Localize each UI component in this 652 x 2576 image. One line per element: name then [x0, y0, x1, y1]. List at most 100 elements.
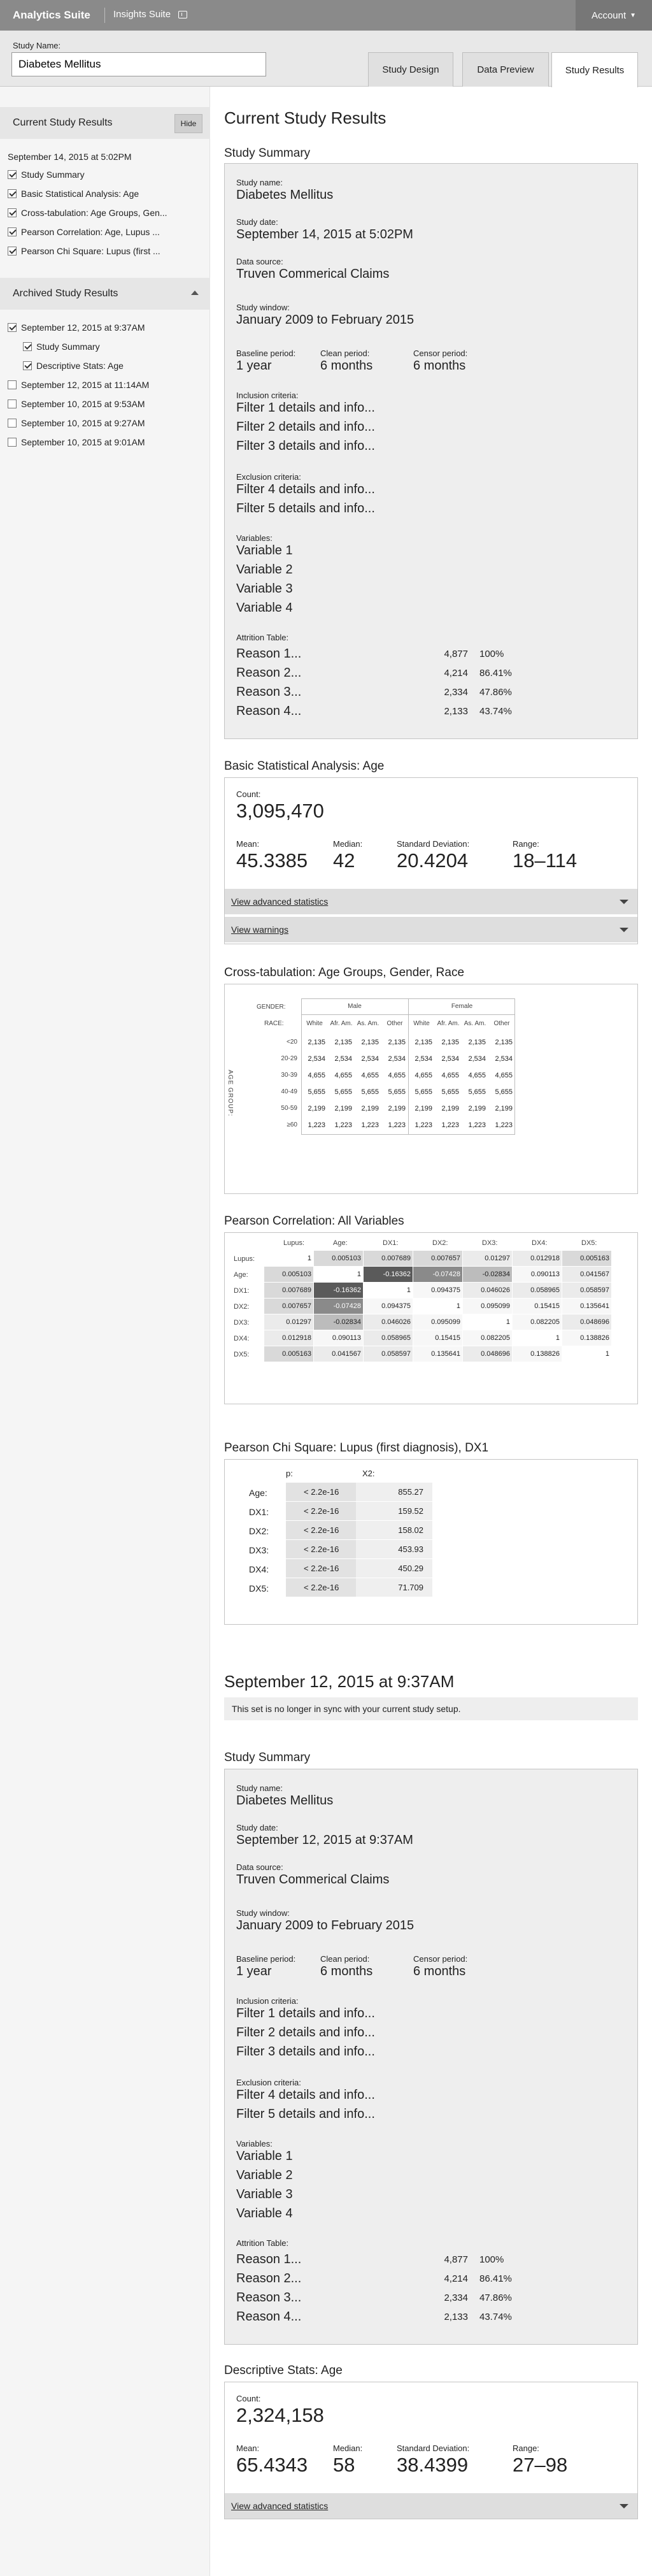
race-header: Other: [493, 1020, 510, 1027]
stat-label: Standard Deviation:: [397, 839, 470, 849]
matrix-cell: 0.15415: [413, 1330, 463, 1346]
sidebar-item[interactable]: Study Summary: [8, 169, 85, 180]
checkbox[interactable]: [8, 399, 17, 408]
checkbox[interactable]: [23, 361, 32, 370]
matrix-cell: 1: [562, 1346, 612, 1362]
stat-label: Mean:: [236, 839, 260, 849]
crosstab-cell: 5,655: [388, 1088, 406, 1096]
matrix-cell: 0.082205: [463, 1330, 513, 1346]
matrix-cell: -0.07428: [314, 1299, 364, 1314]
attrition-percent: 86.41%: [479, 668, 512, 679]
sidebar-item[interactable]: Pearson Chi Square: Lupus (first ...: [8, 246, 160, 256]
divider: [104, 8, 105, 23]
page-title: Current Study Results: [224, 108, 386, 127]
crosstab-cell: 2,534: [308, 1055, 325, 1063]
checkbox[interactable]: [8, 380, 17, 389]
sidebar-item-label: Study Summary: [36, 342, 100, 352]
p-value: < 2.2e-16: [286, 1502, 356, 1521]
sidebar-item[interactable]: September 10, 2015 at 9:53AM: [8, 399, 145, 409]
field-label: Data source:: [236, 257, 283, 266]
mean-value: 45.3385: [236, 849, 308, 872]
tab-study-design[interactable]: Study Design: [368, 52, 453, 87]
crosstab-cell: 4,655: [334, 1072, 352, 1079]
field-label: Data source:: [236, 1862, 283, 1872]
attrition-reason: Reason 4...: [236, 2310, 302, 2324]
suite-switch-icon[interactable]: [178, 11, 187, 18]
matrix-cell: 0.041567: [314, 1346, 364, 1362]
matrix-col-label: DX5:: [581, 1239, 597, 1247]
stat-label: Range:: [513, 839, 539, 849]
column-header: p:: [286, 1469, 293, 1478]
sd-value: 38.4399: [397, 2454, 469, 2476]
sidebar-item[interactable]: Cross-tabulation: Age Groups, Gen...: [8, 208, 167, 218]
filter-item: Filter 3 details and info...: [236, 439, 375, 453]
toggle-label[interactable]: View advanced statistics: [231, 896, 329, 907]
warnings-toggle[interactable]: View warnings: [225, 917, 637, 942]
top-bar: Analytics Suite Insights Suite Account ▼: [0, 0, 652, 31]
hide-button[interactable]: Hide: [174, 114, 202, 133]
matrix-cell: -0.16362: [314, 1283, 364, 1299]
account-menu[interactable]: Account ▼: [576, 0, 652, 31]
tab-study-results[interactable]: Study Results: [551, 52, 638, 87]
chevron-up-icon[interactable]: [191, 291, 199, 295]
checkbox[interactable]: [8, 323, 17, 332]
checkbox[interactable]: [8, 208, 17, 217]
checkbox[interactable]: [23, 342, 32, 351]
race-header: Other: [386, 1020, 403, 1027]
stat-label: Count:: [236, 789, 261, 799]
tab-data-preview[interactable]: Data Preview: [462, 52, 549, 87]
study-name-input[interactable]: [11, 52, 266, 76]
checkbox[interactable]: [8, 189, 17, 198]
x2-value: 158.02: [356, 1521, 432, 1540]
crosstab-cell: 2,135: [468, 1039, 486, 1046]
sidebar-item[interactable]: September 10, 2015 at 9:01AM: [8, 437, 145, 447]
checkbox[interactable]: [8, 227, 17, 236]
toggle-label[interactable]: View warnings: [231, 925, 289, 935]
sidebar-item-label: Cross-tabulation: Age Groups, Gen...: [21, 208, 167, 218]
sidebar-item[interactable]: September 10, 2015 at 9:27AM: [8, 418, 145, 428]
stat-label: Standard Deviation:: [397, 2443, 470, 2453]
crosstab-cell: 2,135: [495, 1039, 513, 1046]
matrix-col-label: DX4:: [532, 1239, 548, 1247]
count-value: 3,095,470: [236, 800, 324, 822]
matrix-cell: 1: [513, 1330, 562, 1346]
checkbox[interactable]: [8, 247, 17, 255]
toggle-label[interactable]: View advanced statistics: [231, 2501, 329, 2511]
attrition-count: 2,334: [444, 2292, 468, 2303]
descriptive-stats-card: Count: 2,324,158 Mean: 65.4343 Median: 5…: [224, 2382, 638, 2519]
sidebar-item-label: Descriptive Stats: Age: [36, 361, 124, 371]
sidebar-subitem[interactable]: Descriptive Stats: Age: [23, 361, 124, 371]
section-title: Study Summary: [224, 147, 311, 160]
advanced-stats-toggle[interactable]: View advanced statistics: [225, 2493, 637, 2519]
crosstab-cell: 4,655: [468, 1072, 486, 1079]
sidebar-item-label: September 10, 2015 at 9:27AM: [21, 418, 145, 428]
sidebar-item[interactable]: Basic Statistical Analysis: Age: [8, 189, 139, 199]
field-label: Exclusion criteria:: [236, 2078, 301, 2087]
crosstab-cell: 2,199: [415, 1105, 432, 1112]
sidebar-item[interactable]: September 12, 2015 at 9:37AM: [8, 322, 145, 333]
sidebar-item[interactable]: Pearson Correlation: Age, Lupus ...: [8, 227, 160, 237]
variable-item: Variable 3: [236, 582, 293, 596]
field-value: 1 year: [236, 1964, 272, 1978]
app-brand[interactable]: Analytics Suite: [13, 9, 90, 21]
x2-value: 71.709: [356, 1578, 432, 1597]
crosstab-cell: 5,655: [495, 1088, 513, 1096]
sidebar-subitem[interactable]: Study Summary: [23, 342, 100, 352]
advanced-stats-toggle[interactable]: View advanced statistics: [225, 889, 637, 914]
field-value: 6 months: [413, 1964, 466, 1978]
archived-results-header[interactable]: Archived Study Results: [0, 278, 210, 310]
crosstab-cell: 4,655: [441, 1072, 459, 1079]
current-results-header: Current Study Results Hide: [0, 107, 210, 139]
sidebar-item-label: Pearson Chi Square: Lupus (first ...: [21, 246, 160, 256]
checkbox[interactable]: [8, 438, 17, 447]
section-title: Descriptive Stats: Age: [224, 2364, 343, 2377]
stat-label: Range:: [513, 2443, 539, 2453]
sidebar-item[interactable]: September 12, 2015 at 11:14AM: [8, 380, 149, 390]
checkbox[interactable]: [8, 419, 17, 428]
field-label: Attrition Table:: [236, 633, 289, 642]
checkbox[interactable]: [8, 170, 17, 179]
crosstab-cell: 4,655: [388, 1072, 406, 1079]
chisq-row-label: DX5:: [249, 1583, 269, 1594]
crosstab-cell: 2,199: [334, 1105, 352, 1112]
suite-link[interactable]: Insights Suite: [113, 9, 171, 20]
